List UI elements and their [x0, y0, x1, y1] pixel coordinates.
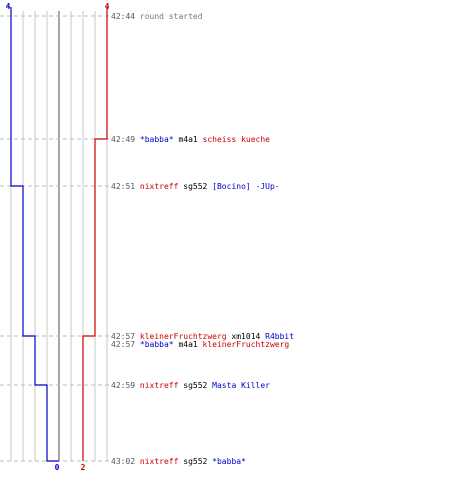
event-victim: [Bocino] -JUp-	[212, 182, 279, 191]
event-message: round started	[140, 12, 203, 21]
red-start-score: 4	[105, 2, 110, 11]
blue-end-score: 0	[55, 463, 60, 472]
event-victim: R4bbit	[265, 332, 294, 341]
event-time: 43:02	[111, 457, 140, 466]
blue-start-score: 4	[6, 2, 11, 11]
event-row: 42:44 round started	[111, 12, 203, 21]
red-team-score-line	[82, 7, 108, 461]
event-row: 43:02 nixtreff sg552 *babba*	[111, 457, 246, 466]
event-killer: nixtreff	[140, 457, 183, 466]
event-time: 42:57	[111, 332, 140, 341]
event-row: 42:57 kleinerFruchtzwerg xm1014 R4bbit	[111, 332, 294, 341]
event-victim: Masta Killer	[212, 381, 270, 390]
event-weapon: m4a1	[178, 135, 202, 144]
blue-team-score-line	[10, 7, 59, 462]
event-weapon: xm1014	[231, 332, 265, 341]
event-victim: *babba*	[212, 457, 246, 466]
red-end-score: 2	[81, 463, 86, 472]
event-weapon: sg552	[183, 182, 212, 191]
event-row: 42:51 nixtreff sg552 [Bocino] -JUp-	[111, 182, 280, 191]
event-time: 42:59	[111, 381, 140, 390]
event-weapon: m4a1	[178, 340, 202, 349]
event-killer: nixtreff	[140, 381, 183, 390]
event-killer: kleinerFruchtzwerg	[140, 332, 232, 341]
event-time: 42:44	[111, 12, 140, 21]
event-time: 42:51	[111, 182, 140, 191]
event-killer: *babba*	[140, 135, 179, 144]
event-killer: *babba*	[140, 340, 179, 349]
event-row: 42:57 *babba* m4a1 kleinerFruchtzwerg	[111, 340, 289, 349]
event-victim: scheiss kueche	[203, 135, 271, 144]
event-weapon: sg552	[183, 457, 212, 466]
event-time: 42:49	[111, 135, 140, 144]
event-row: 42:59 nixtreff sg552 Masta Killer	[111, 381, 270, 390]
event-killer: nixtreff	[140, 182, 183, 191]
event-victim: kleinerFruchtzwerg	[203, 340, 290, 349]
event-weapon: sg552	[183, 381, 212, 390]
event-time: 42:57	[111, 340, 140, 349]
event-row: 42:49 *babba* m4a1 scheiss kueche	[111, 135, 270, 144]
